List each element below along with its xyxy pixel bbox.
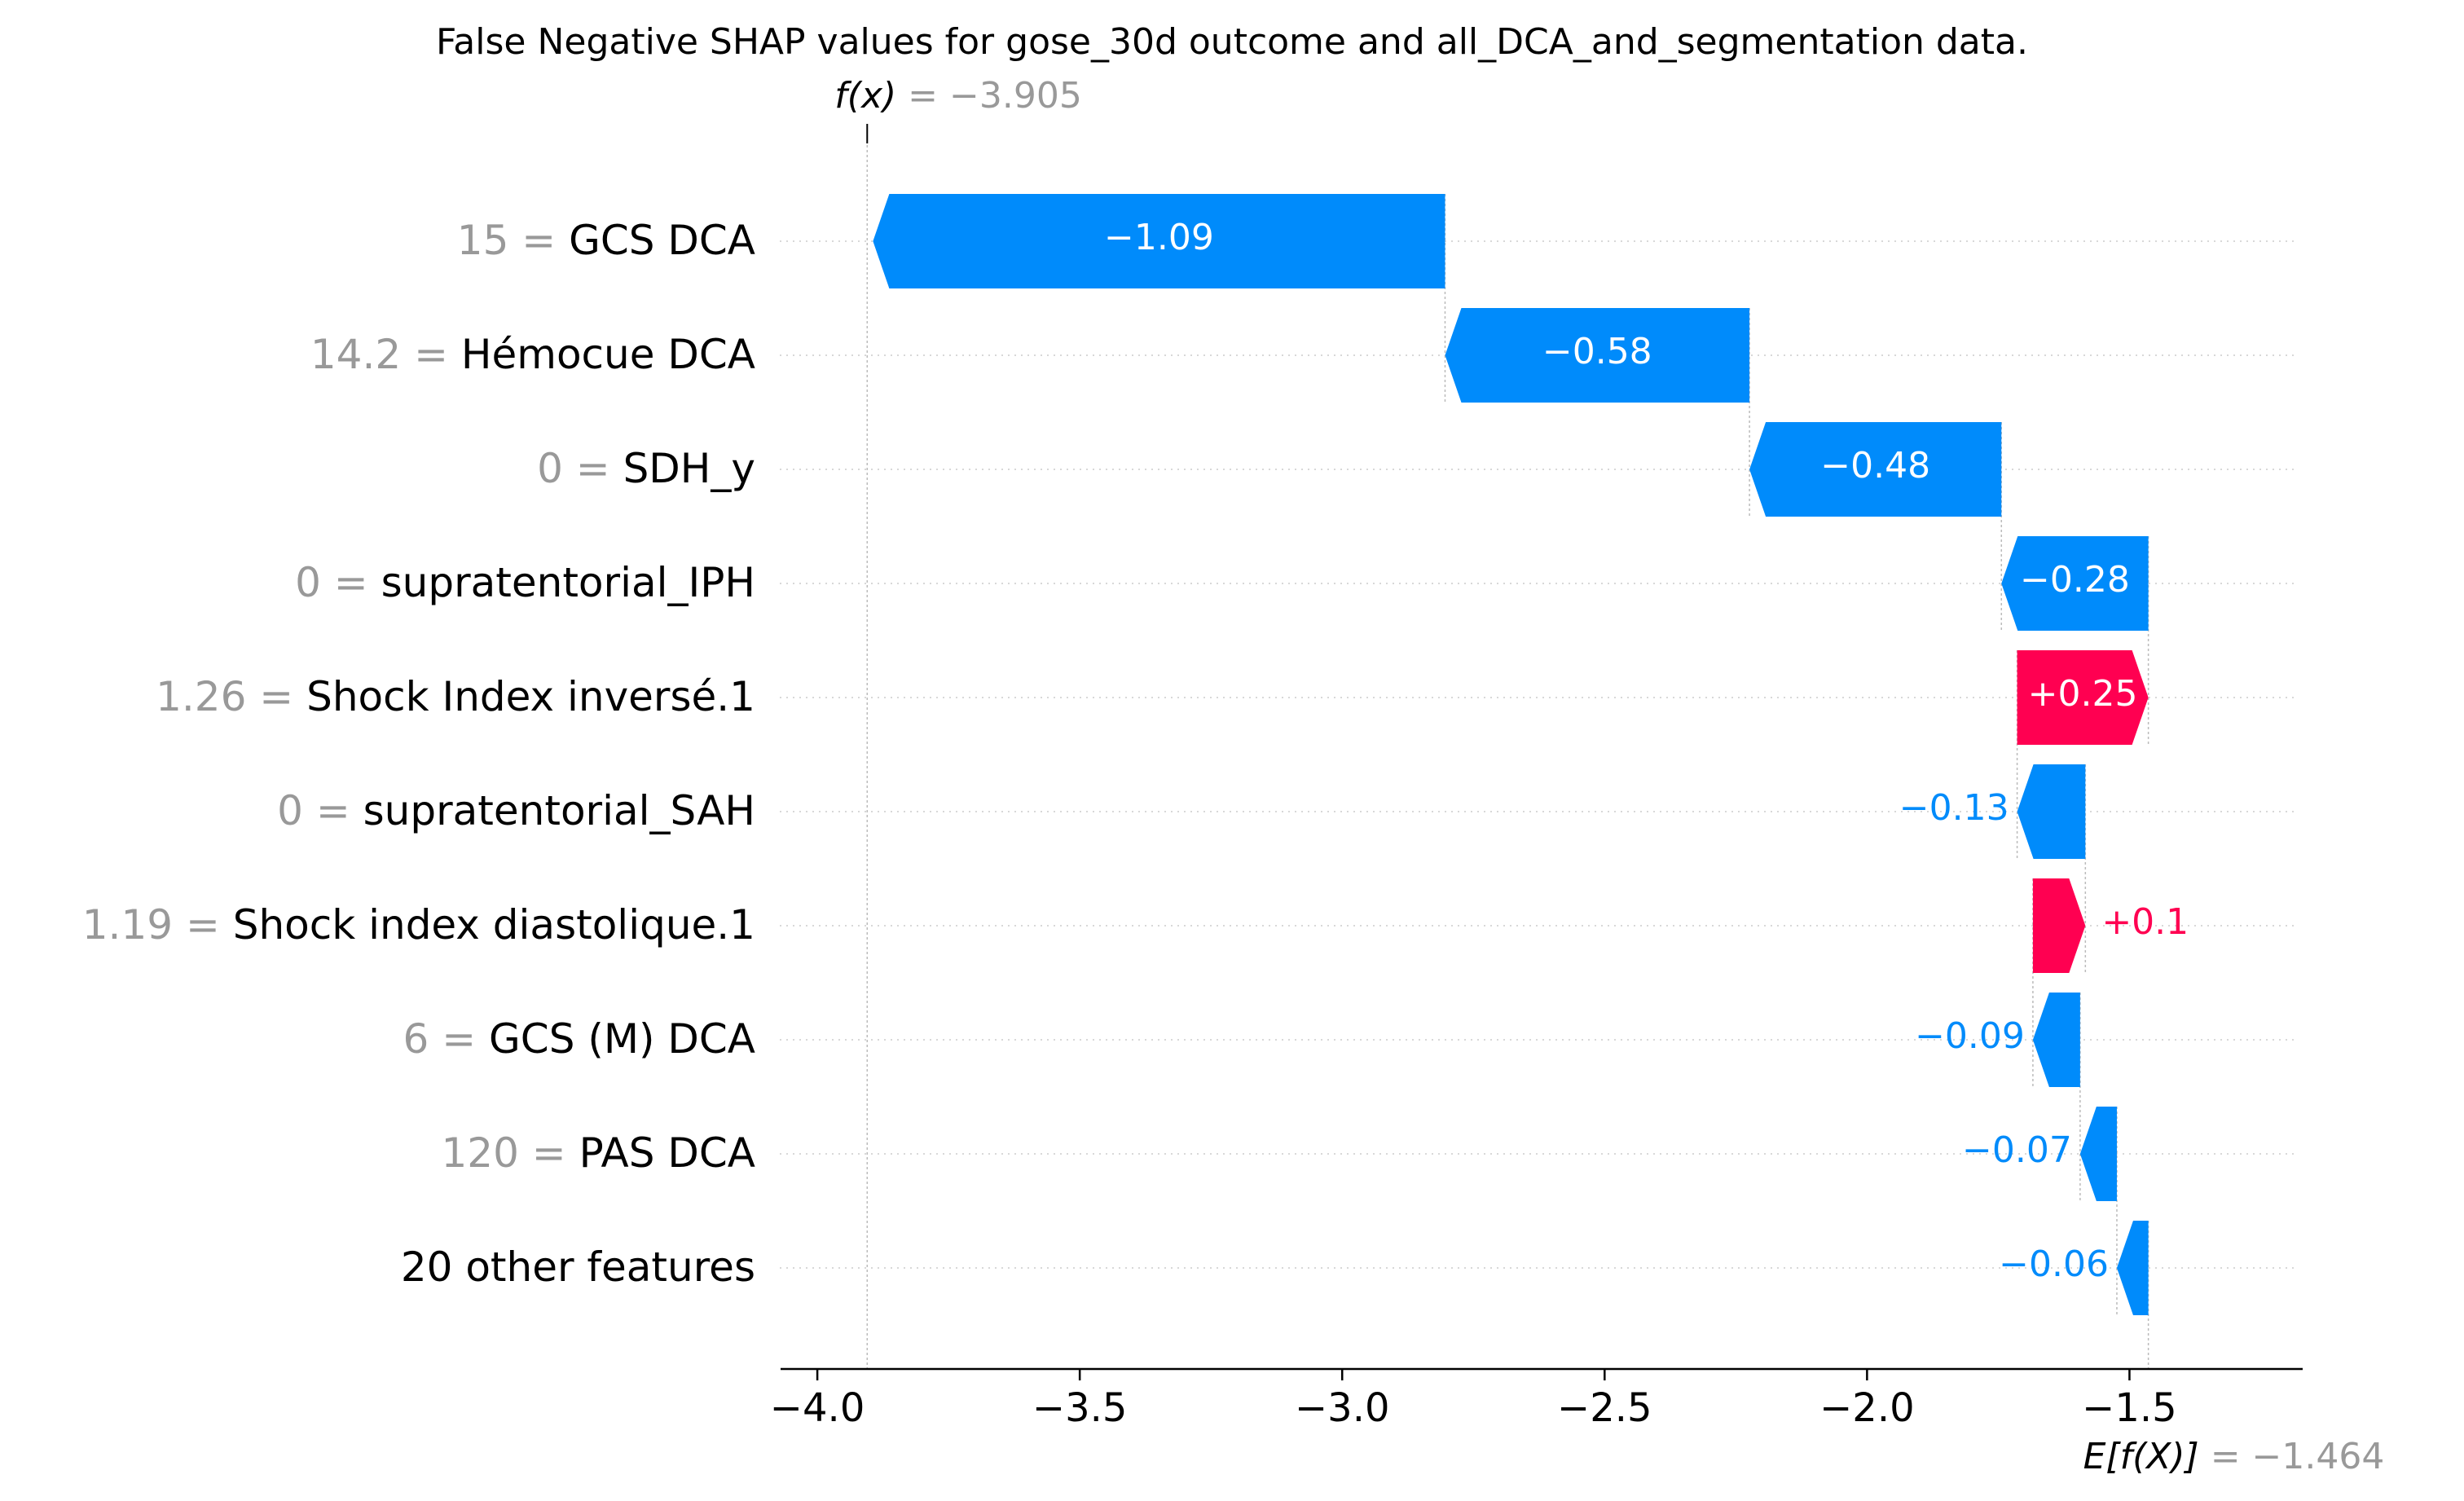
feature-value: 14.2 =: [310, 331, 461, 378]
bar-value-label: −0.58: [1542, 331, 1652, 372]
x-tick-label: −2.0: [1819, 1385, 1915, 1431]
fx-annotation: f(x) = −3.905: [834, 75, 1082, 117]
x-tick-label: −1.5: [2082, 1385, 2177, 1431]
feature-name: PAS DCA: [579, 1129, 755, 1177]
feature-label: 14.2 = Hémocue DCA: [310, 331, 755, 378]
feature-value: 120 =: [441, 1129, 579, 1177]
efx-label: E[f(X)]: [2083, 1436, 2211, 1477]
feature-name: 20 other features: [401, 1243, 755, 1291]
feature-name: GCS (M) DCA: [489, 1015, 755, 1063]
fx-label: f(x): [834, 75, 908, 117]
chart-title: False Negative SHAP values for gose_30d …: [436, 21, 2028, 63]
feature-value: 6 =: [403, 1015, 490, 1063]
fx-value: = −3.905: [908, 75, 1082, 117]
feature-value: 15 =: [457, 217, 569, 264]
shap-bar: [873, 194, 1445, 288]
shap-bar: [2001, 536, 2149, 631]
feature-value: 1.19 =: [82, 901, 233, 949]
shap-bar: [2079, 1107, 2117, 1201]
bar-value-label: −0.09: [1915, 1015, 2025, 1057]
feature-value: 0 =: [537, 445, 623, 492]
bar-value-label: −1.09: [1104, 217, 1214, 258]
feature-label: 0 = SDH_y: [537, 445, 755, 492]
efx-value: = −1.464: [2211, 1436, 2385, 1477]
feature-label: 1.26 = Shock Index inversé.1: [156, 673, 755, 720]
feature-value: 1.26 =: [156, 673, 306, 720]
feature-label: 0 = supratentorial_SAH: [277, 787, 755, 834]
shap-bar: [2017, 650, 2149, 745]
x-tick-label: −3.5: [1032, 1385, 1128, 1431]
feature-value: 0 =: [277, 787, 363, 834]
shap-bar: [1445, 308, 1750, 403]
shap-bar: [2032, 993, 2080, 1087]
bar-value-label: −0.13: [1899, 787, 2009, 829]
x-tick-label: −3.0: [1295, 1385, 1390, 1431]
feature-label: 120 = PAS DCA: [441, 1129, 755, 1177]
shap-bar: [2032, 878, 2086, 973]
efx-annotation: E[f(X)] = −1.464: [2083, 1436, 2385, 1477]
shap-bar: [1749, 422, 2002, 517]
bar-value-label: +0.1: [2101, 901, 2189, 943]
bar-value-label: −0.07: [1962, 1129, 2072, 1171]
feature-label: 1.19 = Shock index diastolique.1: [82, 901, 755, 949]
bar-value-label: +0.25: [2028, 673, 2138, 715]
bar-value-label: −0.48: [1820, 445, 1930, 486]
feature-name: supratentorial_IPH: [381, 559, 755, 606]
bar-value-label: −0.06: [1999, 1243, 2109, 1285]
feature-name: Shock Index inversé.1: [306, 673, 755, 720]
feature-name: supratentorial_SAH: [363, 787, 755, 834]
feature-name: GCS DCA: [569, 217, 755, 264]
shap-bar: [2116, 1221, 2149, 1315]
x-tick-label: −4.0: [770, 1385, 865, 1431]
x-tick-label: −2.5: [1557, 1385, 1652, 1431]
feature-name: SDH_y: [623, 445, 755, 492]
shap-bar: [2017, 764, 2086, 859]
feature-name: Hémocue DCA: [461, 331, 755, 378]
feature-value: 0 =: [295, 559, 381, 606]
feature-label: 15 = GCS DCA: [457, 217, 755, 264]
feature-name: Shock index diastolique.1: [233, 901, 755, 949]
bar-value-label: −0.28: [2020, 559, 2130, 601]
feature-label: 6 = GCS (M) DCA: [403, 1015, 755, 1063]
feature-label: 0 = supratentorial_IPH: [295, 559, 755, 606]
feature-label: 20 other features: [401, 1243, 755, 1291]
